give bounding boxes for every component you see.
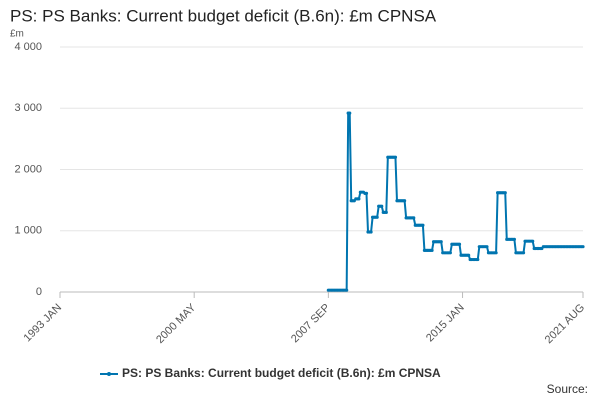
y-tick-label: 3 000 bbox=[14, 102, 42, 114]
point bbox=[421, 223, 425, 227]
point bbox=[375, 215, 379, 219]
point bbox=[357, 197, 361, 201]
point bbox=[512, 237, 516, 241]
y-tick-label: 4 000 bbox=[14, 41, 42, 53]
point bbox=[503, 191, 507, 195]
point bbox=[439, 240, 443, 244]
x-tick-label: 2007 SEP bbox=[289, 302, 333, 346]
point bbox=[581, 245, 585, 249]
point bbox=[476, 257, 480, 262]
x-tick-label: 2021 AUG bbox=[543, 302, 587, 346]
point bbox=[430, 248, 434, 252]
point bbox=[531, 239, 535, 243]
point bbox=[364, 191, 369, 195]
point bbox=[380, 204, 384, 208]
point bbox=[393, 155, 398, 159]
y-tick-label: 1 000 bbox=[14, 225, 42, 237]
point bbox=[448, 251, 452, 255]
point bbox=[521, 251, 526, 255]
x-tick-label: 2015 JAN bbox=[424, 302, 467, 345]
point bbox=[369, 230, 373, 234]
y-tick-label: 2 000 bbox=[14, 163, 42, 175]
y-unit: £m bbox=[10, 29, 24, 40]
point bbox=[457, 242, 462, 246]
x-tick-label: 2000 MAY bbox=[154, 301, 199, 346]
point bbox=[348, 111, 352, 115]
legend-label: PS: PS Banks: Current budget deficit (B.… bbox=[122, 366, 441, 380]
point bbox=[412, 216, 416, 220]
legend-marker bbox=[107, 372, 111, 376]
point bbox=[403, 199, 407, 203]
source: Source: bbox=[547, 382, 588, 396]
point bbox=[467, 253, 471, 257]
chart-title: PS: PS Banks: Current budget deficit (B.… bbox=[10, 6, 437, 25]
point bbox=[485, 245, 489, 249]
point bbox=[494, 251, 498, 255]
y-tick-label: 0 bbox=[36, 286, 42, 298]
series-line bbox=[328, 112, 583, 292]
point bbox=[384, 210, 388, 214]
x-tick-label: 1993 JAN bbox=[22, 302, 65, 345]
point bbox=[345, 288, 349, 292]
